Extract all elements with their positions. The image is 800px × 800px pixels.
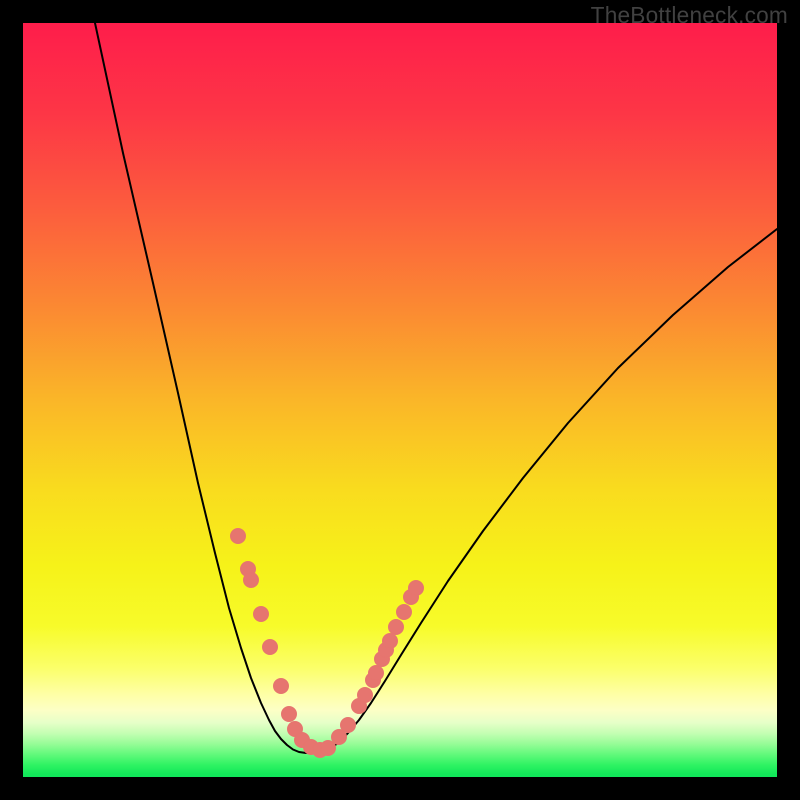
marker-dot xyxy=(389,620,404,635)
marker-dot xyxy=(383,634,398,649)
marker-dot xyxy=(409,581,424,596)
marker-dot xyxy=(397,605,412,620)
marker-series xyxy=(231,529,424,758)
bottleneck-curve-left xyxy=(95,23,313,753)
plot-area xyxy=(23,23,777,777)
marker-dot xyxy=(369,666,384,681)
marker-dot xyxy=(282,707,297,722)
watermark-text: TheBottleneck.com xyxy=(591,2,788,29)
marker-dot xyxy=(274,679,289,694)
marker-dot xyxy=(321,741,336,756)
marker-dot xyxy=(341,718,356,733)
marker-dot xyxy=(254,607,269,622)
marker-dot xyxy=(358,688,373,703)
curve-layer xyxy=(23,23,777,777)
marker-dot xyxy=(231,529,246,544)
marker-dot xyxy=(263,640,278,655)
marker-dot xyxy=(244,573,259,588)
chart-canvas: TheBottleneck.com xyxy=(0,0,800,800)
